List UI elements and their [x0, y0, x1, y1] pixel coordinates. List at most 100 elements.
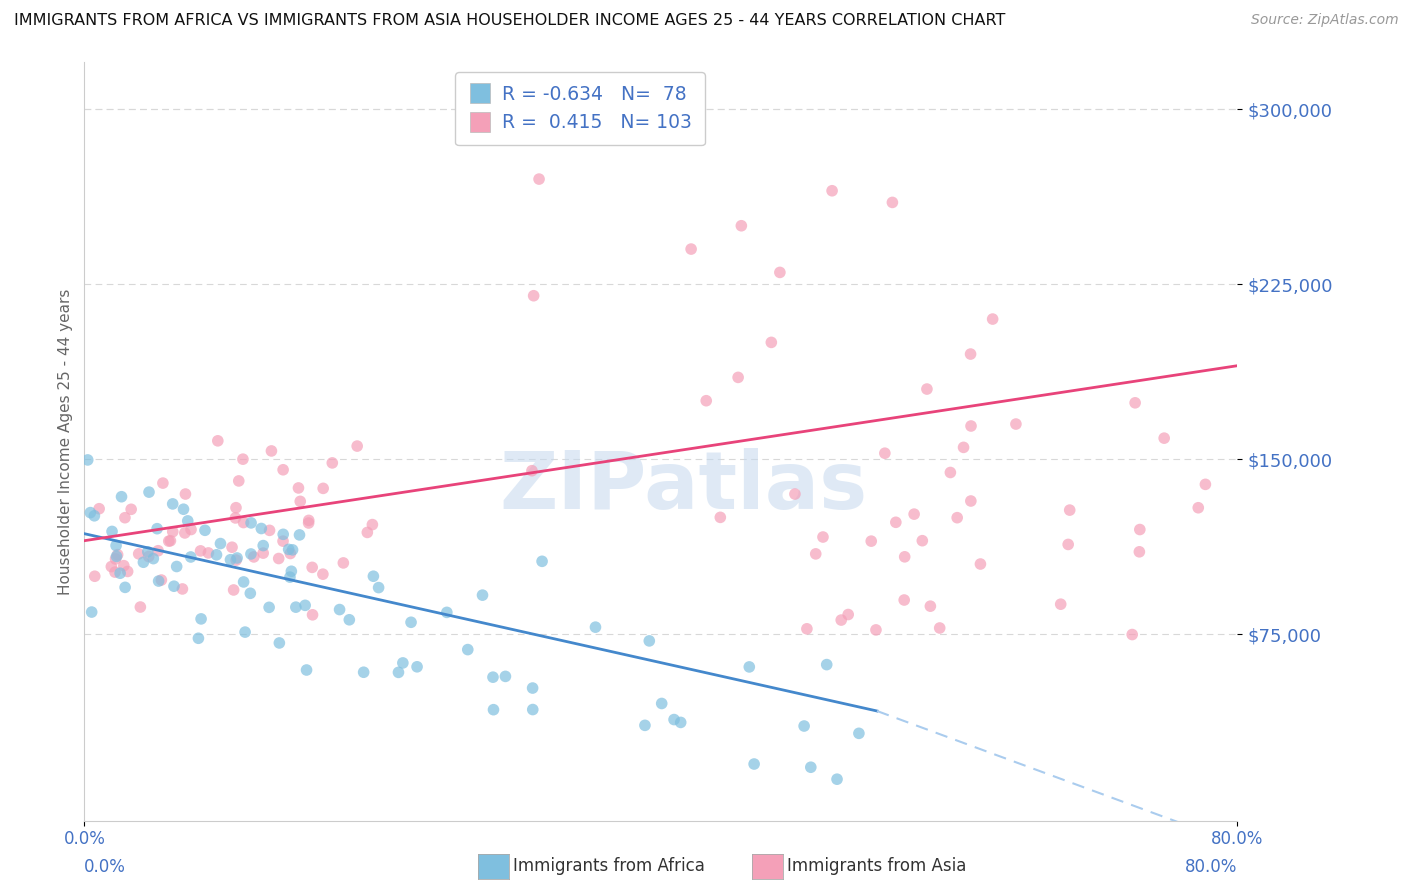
- Point: [79, 506, 101, 520]
- Point: [228, 474, 250, 488]
- Point: [860, 534, 883, 549]
- Point: [959, 347, 981, 361]
- Point: [634, 718, 657, 732]
- Point: [769, 265, 792, 279]
- Point: [190, 612, 212, 626]
- Point: [107, 548, 129, 562]
- Point: [946, 510, 969, 524]
- Point: [399, 615, 422, 630]
- Point: [332, 556, 354, 570]
- Point: [520, 464, 543, 478]
- Point: [287, 481, 309, 495]
- Point: [232, 516, 254, 530]
- Point: [893, 549, 915, 564]
- Point: [173, 502, 195, 516]
- Text: Source: ZipAtlas.com: Source: ZipAtlas.com: [1251, 13, 1399, 28]
- Point: [301, 607, 323, 622]
- Point: [105, 539, 128, 553]
- Point: [239, 547, 262, 561]
- Point: [527, 172, 550, 186]
- Point: [312, 567, 335, 582]
- Point: [893, 593, 915, 607]
- Point: [150, 573, 173, 587]
- Point: [146, 543, 169, 558]
- Point: [662, 713, 685, 727]
- Point: [207, 434, 229, 448]
- Point: [269, 636, 291, 650]
- Point: [233, 625, 256, 640]
- Point: [240, 516, 263, 530]
- Point: [138, 549, 160, 564]
- Point: [83, 569, 105, 583]
- Point: [225, 500, 247, 515]
- Point: [194, 524, 217, 538]
- Point: [865, 623, 887, 637]
- Point: [163, 579, 186, 593]
- Text: Immigrants from Asia: Immigrants from Asia: [787, 857, 967, 875]
- Point: [101, 524, 124, 539]
- Point: [129, 600, 152, 615]
- Point: [796, 622, 818, 636]
- Text: IMMIGRANTS FROM AFRICA VS IMMIGRANTS FROM ASIA HOUSEHOLDER INCOME AGES 25 - 44 Y: IMMIGRANTS FROM AFRICA VS IMMIGRANTS FRO…: [14, 13, 1005, 29]
- Text: 80.0%: 80.0%: [1185, 858, 1237, 876]
- Point: [290, 494, 312, 508]
- Point: [80, 605, 103, 619]
- Point: [911, 533, 934, 548]
- Point: [278, 547, 301, 561]
- Point: [232, 574, 254, 589]
- Point: [531, 554, 554, 568]
- Point: [585, 620, 607, 634]
- Point: [522, 702, 544, 716]
- Point: [294, 599, 316, 613]
- Point: [837, 607, 859, 622]
- Point: [105, 549, 128, 564]
- Point: [361, 517, 384, 532]
- Point: [1128, 545, 1150, 559]
- Text: Immigrants from Africa: Immigrants from Africa: [513, 857, 704, 875]
- Point: [162, 497, 184, 511]
- Point: [793, 719, 815, 733]
- Point: [159, 533, 181, 548]
- Point: [173, 525, 195, 540]
- Point: [174, 487, 197, 501]
- Point: [260, 444, 283, 458]
- Point: [960, 419, 983, 434]
- Point: [295, 663, 318, 677]
- Point: [108, 566, 131, 581]
- Point: [783, 487, 806, 501]
- Point: [811, 530, 834, 544]
- Point: [873, 446, 896, 460]
- Point: [222, 582, 245, 597]
- Point: [915, 382, 938, 396]
- Point: [252, 539, 274, 553]
- Point: [821, 184, 844, 198]
- Point: [312, 481, 335, 495]
- Point: [288, 528, 311, 542]
- Point: [187, 632, 209, 646]
- Point: [281, 542, 304, 557]
- Point: [346, 439, 368, 453]
- Point: [114, 580, 136, 594]
- Point: [190, 544, 212, 558]
- Point: [1005, 417, 1028, 431]
- Point: [337, 613, 360, 627]
- Point: [981, 312, 1004, 326]
- Text: 0.0%: 0.0%: [84, 858, 127, 876]
- Point: [225, 553, 247, 567]
- Point: [482, 670, 505, 684]
- Point: [1049, 597, 1071, 611]
- Point: [252, 546, 274, 560]
- Point: [100, 559, 122, 574]
- Point: [939, 466, 962, 480]
- Point: [243, 549, 266, 564]
- Point: [523, 289, 546, 303]
- Point: [162, 524, 184, 539]
- Point: [226, 551, 249, 566]
- Point: [110, 490, 132, 504]
- Point: [284, 600, 307, 615]
- Point: [730, 219, 752, 233]
- Point: [259, 524, 281, 538]
- Point: [117, 565, 139, 579]
- Point: [738, 660, 761, 674]
- Point: [104, 552, 127, 566]
